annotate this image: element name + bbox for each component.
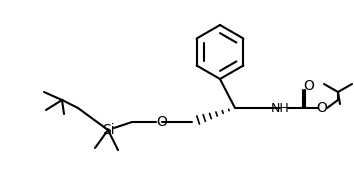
Text: Si: Si [102, 123, 114, 137]
Text: O: O [304, 79, 314, 93]
Text: O: O [316, 101, 327, 115]
Text: NH: NH [270, 102, 289, 114]
Text: O: O [156, 115, 167, 129]
